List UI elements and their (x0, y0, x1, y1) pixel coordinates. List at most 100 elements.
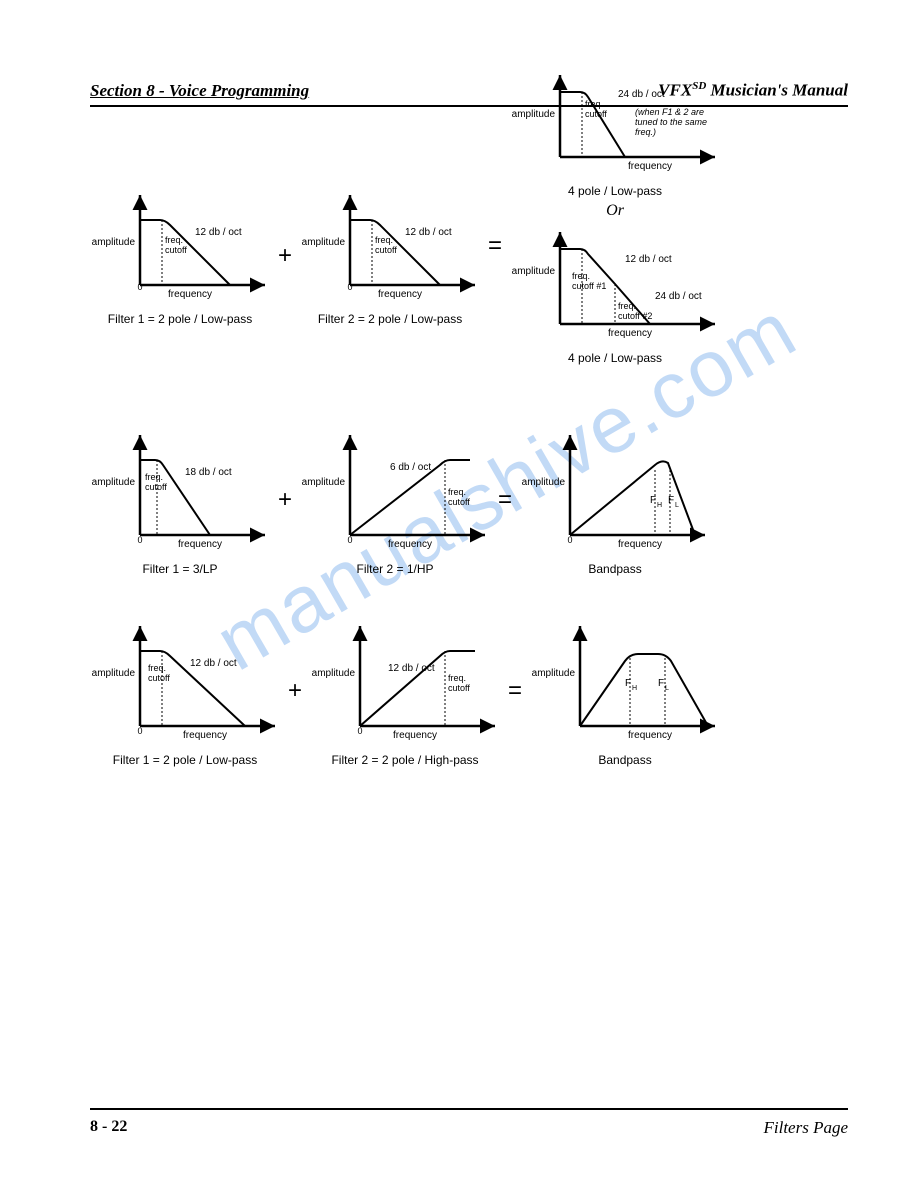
svg-text:cutoff: cutoff (375, 245, 397, 255)
caption-r3-g1: Filter 1 = 2 pole / Low-pass (90, 753, 280, 767)
svg-text:freq.): freq.) (635, 127, 656, 137)
svg-text:amplitude: amplitude (92, 668, 136, 679)
svg-text:0: 0 (348, 282, 353, 292)
svg-text:H: H (657, 502, 662, 509)
svg-text:6 db / oct: 6 db / oct (390, 462, 431, 473)
graph-r2-g2: amplitude frequency 0 freq. cutoff 6 db … (300, 425, 490, 576)
svg-text:freq.: freq. (375, 235, 393, 245)
svg-text:H: H (632, 685, 637, 692)
svg-text:frequency: frequency (388, 539, 432, 550)
caption-r3-g3: Bandpass (530, 753, 720, 767)
svg-text:F: F (668, 495, 674, 506)
svg-text:amplitude: amplitude (92, 237, 136, 248)
svg-text:0: 0 (137, 535, 142, 545)
svg-text:frequency: frequency (628, 730, 672, 741)
result-column-r1: amplitude frequency freq. cutoff 24 db /… (510, 67, 720, 365)
svg-text:frequency: frequency (168, 289, 212, 300)
svg-text:freq.: freq. (148, 663, 166, 673)
svg-text:frequency: frequency (608, 328, 652, 339)
svg-text:amplitude: amplitude (302, 477, 346, 488)
svg-text:amplitude: amplitude (312, 668, 356, 679)
highpass-1pole-chart-icon: amplitude frequency 0 freq. cutoff 6 db … (300, 425, 490, 555)
svg-text:freq.: freq. (572, 271, 590, 281)
highpass-chart-icon: amplitude frequency 0 freq. cutoff 12 db… (310, 616, 500, 746)
svg-text:frequency: frequency (393, 730, 437, 741)
svg-text:F: F (658, 678, 664, 689)
svg-text:amplitude: amplitude (512, 109, 556, 120)
caption-r1-g3b: 4 pole / Low-pass (510, 351, 720, 365)
or-label: Or (606, 202, 624, 220)
svg-text:cutoff #2: cutoff #2 (618, 311, 652, 321)
svg-text:0: 0 (358, 726, 363, 736)
svg-text:24 db / oct: 24 db / oct (655, 291, 702, 302)
svg-text:frequency: frequency (183, 730, 227, 741)
page-footer: 8 - 22 Filters Page (90, 1108, 848, 1138)
svg-text:amplitude: amplitude (92, 477, 136, 488)
svg-text:cutoff #1: cutoff #1 (572, 281, 606, 291)
footer-page-num: 8 - 22 (90, 1118, 127, 1138)
svg-text:freq.: freq. (145, 472, 163, 482)
svg-text:amplitude: amplitude (512, 266, 556, 277)
content: amplitude frequency 0 freq. cutoff 12 db… (90, 147, 848, 767)
svg-text:24 db / oct: 24 db / oct (618, 89, 665, 100)
header-left: Section 8 - Voice Programming (90, 81, 309, 101)
row-1: amplitude frequency 0 freq. cutoff 12 db… (90, 147, 848, 365)
lowpass-chart-icon: amplitude frequency 0 freq. cutoff 12 db… (90, 185, 270, 305)
svg-text:18 db / oct: 18 db / oct (185, 467, 232, 478)
page-header: Section 8 - Voice Programming VFXSD Musi… (90, 80, 848, 107)
graph-r2-g3: amplitude frequency 0 FH FL Bandpass (520, 425, 710, 576)
svg-text:12 db / oct: 12 db / oct (388, 663, 435, 674)
svg-text:0: 0 (348, 535, 353, 545)
graph-r1-g2: amplitude frequency 0 freq. cutoff 12 db… (300, 185, 480, 326)
lowpass-4pole-2cutoff-chart-icon: amplitude frequency freq. cutoff #1 freq… (510, 224, 720, 344)
svg-text:cutoff: cutoff (448, 683, 470, 693)
svg-text:tuned to the same: tuned to the same (635, 117, 707, 127)
graph-r1-g1: amplitude frequency 0 freq. cutoff 12 db… (90, 185, 270, 326)
caption-r1-g1: Filter 1 = 2 pole / Low-pass (90, 312, 270, 326)
graph-r3-g1: amplitude frequency 0 freq. cutoff 12 db… (90, 616, 280, 767)
svg-text:freq.: freq. (448, 673, 466, 683)
bandpass-chart-icon: amplitude frequency 0 FH FL (520, 425, 710, 555)
row-2: amplitude frequency 0 freq. cutoff 18 db… (90, 425, 848, 576)
lowpass-3pole-chart-icon: amplitude frequency 0 freq. cutoff 18 db… (90, 425, 270, 555)
svg-text:F: F (650, 495, 656, 506)
caption-r1-g2: Filter 2 = 2 pole / Low-pass (300, 312, 480, 326)
graph-r1-g3a: amplitude frequency freq. cutoff 24 db /… (510, 67, 720, 198)
plus-op: + (278, 242, 292, 270)
caption-r3-g2: Filter 2 = 2 pole / High-pass (310, 753, 500, 767)
graph-r3-g2: amplitude frequency 0 freq. cutoff 12 db… (310, 616, 500, 767)
svg-text:frequency: frequency (378, 289, 422, 300)
svg-text:0: 0 (137, 726, 142, 736)
svg-text:12 db / oct: 12 db / oct (195, 227, 242, 238)
svg-text:cutoff: cutoff (165, 245, 187, 255)
caption-r2-g2: Filter 2 = 1/HP (300, 562, 490, 576)
svg-text:L: L (665, 685, 669, 692)
svg-text:cutoff: cutoff (448, 497, 470, 507)
svg-text:amplitude: amplitude (302, 237, 346, 248)
equals-op: = (508, 677, 522, 705)
lowpass-4pole-chart-icon: amplitude frequency freq. cutoff 24 db /… (510, 67, 720, 177)
svg-text:F: F (625, 678, 631, 689)
plus-op: + (278, 486, 292, 514)
svg-text:(when F1 & 2 are: (when F1 & 2 are (635, 107, 704, 117)
svg-text:12 db / oct: 12 db / oct (190, 658, 237, 669)
footer-title: Filters Page (763, 1118, 848, 1138)
graph-r3-g3: amplitude frequency FH FL Bandpass (530, 616, 720, 767)
svg-text:amplitude: amplitude (522, 477, 566, 488)
caption-r1-g3a: 4 pole / Low-pass (510, 184, 720, 198)
svg-text:cutoff: cutoff (148, 673, 170, 683)
caption-r2-g1: Filter 1 = 3/LP (90, 562, 270, 576)
svg-text:freq.: freq. (165, 235, 183, 245)
svg-text:frequency: frequency (178, 539, 222, 550)
svg-text:freq.: freq. (618, 301, 636, 311)
lowpass-chart-icon: amplitude frequency 0 freq. cutoff 12 db… (90, 616, 280, 746)
row-3: amplitude frequency 0 freq. cutoff 12 db… (90, 616, 848, 767)
svg-text:0: 0 (568, 535, 573, 545)
svg-text:frequency: frequency (618, 539, 662, 550)
svg-text:freq.: freq. (585, 99, 603, 109)
svg-text:freq.: freq. (448, 487, 466, 497)
bandpass-wide-chart-icon: amplitude frequency FH FL (530, 616, 720, 746)
svg-text:12 db / oct: 12 db / oct (625, 254, 672, 265)
lowpass-chart-icon: amplitude frequency 0 freq. cutoff 12 db… (300, 185, 480, 305)
svg-text:amplitude: amplitude (532, 668, 576, 679)
